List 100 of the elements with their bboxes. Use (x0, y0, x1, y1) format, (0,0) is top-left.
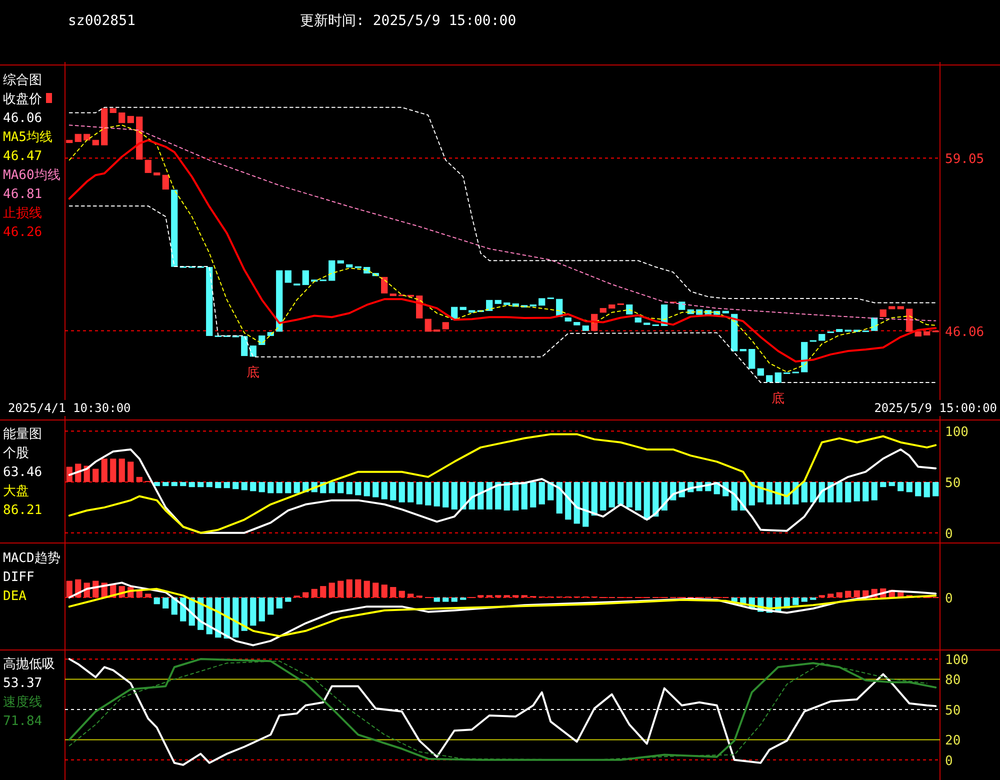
bar (302, 592, 309, 598)
bar (285, 598, 292, 602)
bar (92, 468, 99, 482)
bar (180, 482, 186, 486)
bar (198, 482, 204, 488)
y-tick-label: 50 (945, 476, 961, 492)
bar (206, 482, 212, 488)
text: 71.84 (3, 714, 42, 729)
bar (346, 482, 352, 494)
bar (408, 482, 414, 502)
bar (215, 482, 222, 488)
bar (294, 482, 300, 494)
bar (241, 598, 248, 631)
bar (871, 482, 878, 500)
text: 86.21 (3, 503, 42, 518)
bar (268, 482, 274, 494)
bar (171, 482, 178, 486)
text: 个股 (3, 446, 29, 461)
bar (162, 482, 169, 486)
bar (801, 598, 808, 602)
bar (355, 482, 362, 496)
y-tick-label: 50 (945, 703, 961, 718)
bar (101, 458, 108, 482)
bar (338, 482, 344, 494)
text: 46.26 (3, 225, 42, 240)
bar (486, 482, 492, 510)
y-tick-label: 100 (945, 653, 968, 668)
bar (530, 482, 536, 508)
legend-label: 收盘价 (3, 92, 42, 107)
annotation: 底 (246, 365, 260, 380)
series-label: 高抛低吸 (3, 656, 55, 672)
bar (801, 482, 808, 502)
bar (521, 482, 528, 510)
bar (328, 482, 335, 494)
bar (320, 586, 326, 598)
bar (145, 594, 152, 598)
bar (416, 482, 422, 504)
bar (258, 482, 265, 492)
y-tick-label: 0 (945, 754, 953, 769)
bar (188, 482, 195, 488)
bar (381, 584, 388, 598)
annotation: 底 (772, 392, 785, 406)
text: DEA (3, 589, 27, 604)
bar (381, 482, 388, 500)
y-tick-label: 0 (945, 526, 953, 542)
bar (862, 482, 869, 502)
text: 大盘 (3, 484, 29, 499)
bar (355, 579, 362, 598)
bar (232, 598, 239, 638)
bar (364, 580, 370, 598)
bar (434, 598, 440, 602)
bar (241, 482, 248, 490)
bar (346, 579, 352, 598)
bar (924, 482, 930, 498)
bar (810, 482, 816, 502)
x-tick-label: 2025/5/9 15:00:00 (874, 401, 998, 415)
bar (626, 482, 632, 508)
y-tick-label: 46.06 (945, 324, 984, 340)
legend-title: MACD趋势 (3, 551, 60, 566)
bar (556, 482, 562, 514)
text: 63.46 (3, 465, 42, 480)
candlestick (871, 317, 878, 332)
bar (932, 482, 939, 496)
bar (828, 594, 834, 598)
candlestick (144, 160, 152, 174)
bar (328, 582, 335, 598)
line-series (68, 205, 936, 383)
chart-title: sz002851 (68, 13, 136, 29)
bar (128, 462, 134, 482)
bar (398, 590, 405, 598)
bar (364, 482, 370, 496)
bar (250, 598, 256, 626)
bar (258, 598, 265, 622)
bar (311, 588, 318, 598)
bar (136, 476, 142, 482)
y-tick-label: 59.05 (945, 152, 984, 168)
text: MA60均线 (3, 168, 60, 183)
bar (888, 482, 895, 486)
text: 速度线 (3, 694, 42, 710)
bar (285, 482, 292, 494)
bar (276, 598, 282, 608)
bar (390, 587, 396, 598)
bar (582, 482, 589, 527)
bar (232, 482, 239, 490)
x-tick-label: 2025/4/1 10:30:00 (8, 401, 131, 415)
y-tick-label: 80 (945, 673, 961, 688)
bar (845, 482, 852, 502)
bar (538, 482, 545, 504)
bar (268, 598, 274, 615)
bar (854, 590, 860, 598)
bar (565, 482, 572, 520)
bar (434, 482, 440, 506)
bar (915, 482, 922, 496)
candlestick (381, 276, 388, 294)
bar (836, 482, 842, 502)
bar (618, 482, 624, 504)
text: DIFF (3, 570, 34, 585)
bar (792, 598, 799, 606)
text: 53.37 (3, 676, 42, 691)
candlestick (626, 304, 633, 315)
